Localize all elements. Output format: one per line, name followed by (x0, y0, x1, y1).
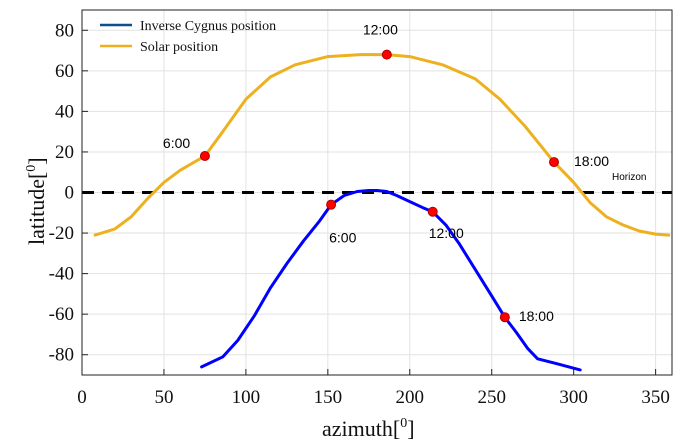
y-tick-label: -60 (49, 304, 74, 325)
x-tick-label: 200 (396, 387, 425, 408)
time-markers: 6:00 12:00 18:00 6:00 12:00 18:00 (163, 22, 609, 325)
time-label: 6:00 (329, 230, 356, 246)
y-tick-label: -20 (49, 223, 74, 244)
tick-labels: 0 50 100 150 200 250 300 350806040200-20-40-60-… (49, 20, 670, 408)
y-tick-label: -80 (49, 345, 74, 366)
y-axis-title-text: latitude (24, 179, 49, 245)
time-marker (326, 199, 337, 210)
x-tick-label: 0 (77, 387, 87, 408)
y-tick-label: 60 (55, 61, 74, 82)
x-tick-label: 300 (559, 387, 588, 408)
time-marker (499, 312, 510, 323)
x-axis-title-superscript: 0 (400, 416, 407, 431)
time-marker (427, 206, 438, 217)
y-tick-label: 0 (65, 183, 75, 204)
time-label: 12:00 (363, 22, 398, 38)
x-tick-label: 150 (314, 387, 343, 408)
horizon-label: Horizon (612, 172, 646, 183)
time-marker (549, 157, 559, 168)
y-tick-label: -40 (49, 264, 74, 285)
y-axis-title: latitude[0] (24, 157, 49, 245)
series-line-inverse-cygnus-position (200, 189, 582, 372)
time-marker (199, 151, 210, 161)
time-label: 6:00 (163, 135, 190, 151)
x-tick-label: 100 (232, 387, 261, 408)
time-marker (381, 49, 392, 60)
plot-frame (81, 9, 673, 376)
x-tick-label: 250 (477, 387, 506, 408)
y-tick-label: 20 (55, 142, 74, 163)
time-label: 18:00 (519, 308, 554, 324)
legend: Inverse Cygnus position Solar position (100, 19, 276, 55)
time-label: 18:00 (574, 153, 609, 169)
y-axis-title-superscript: 0 (24, 165, 39, 172)
x-axis-title: azimuth[0] (322, 416, 415, 441)
y-tick-label: 80 (55, 20, 74, 41)
time-label: 12:00 (429, 225, 464, 241)
x-axis-title-text: azimuth (322, 416, 393, 441)
legend-label-solar: Solar position (140, 40, 218, 55)
legend-label-inverse-cygnus: Inverse Cygnus position (140, 19, 276, 34)
y-tick-label: 40 (55, 101, 74, 122)
x-tick-label: 50 (154, 387, 173, 408)
x-tick-label: 350 (641, 387, 670, 408)
